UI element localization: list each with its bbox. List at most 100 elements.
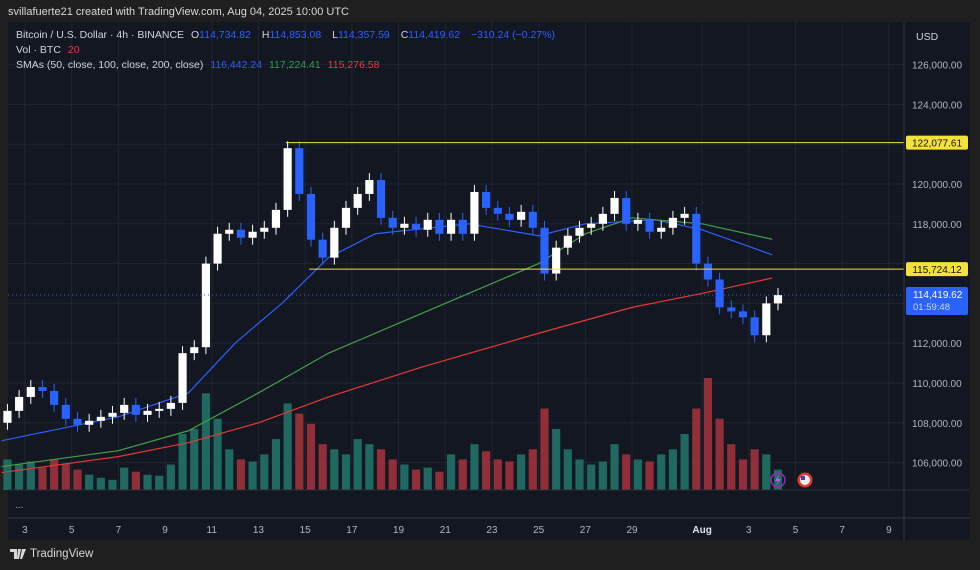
time-tick-label: Aug xyxy=(692,525,711,536)
countdown-label: 01:59:48 xyxy=(913,302,950,313)
volume-bar xyxy=(668,449,677,490)
candle-body xyxy=(120,404,129,413)
candle-body xyxy=(295,148,304,194)
candle-body xyxy=(330,227,339,258)
candle-body xyxy=(155,408,164,411)
time-tick-label: 11 xyxy=(207,525,218,536)
volume-bar xyxy=(400,464,409,490)
volume-bar xyxy=(306,423,316,490)
candle-body xyxy=(680,213,689,218)
price-tick-label: 118,000.00 xyxy=(912,220,962,231)
close-label: C xyxy=(400,29,409,41)
volume-bar xyxy=(213,418,222,490)
level-price-label: 115,724.12 xyxy=(912,265,962,276)
level-price-tag xyxy=(906,262,968,277)
time-tick-label: 7 xyxy=(116,525,122,536)
candle-body xyxy=(622,197,631,224)
candle-body xyxy=(423,219,432,230)
candle-body xyxy=(15,396,24,411)
volume-bar xyxy=(61,463,70,490)
candle-body xyxy=(3,410,12,423)
volume-bar xyxy=(50,459,59,490)
candle-body xyxy=(166,402,175,409)
time-tick-label: 29 xyxy=(626,525,638,536)
price-tick-label: 120,000.00 xyxy=(912,180,962,191)
candle-body xyxy=(773,295,783,304)
sma200-value: 115,276.58 xyxy=(327,59,380,71)
volume-bar xyxy=(470,444,479,490)
volume-bar xyxy=(610,444,619,490)
volume-bar xyxy=(271,439,281,490)
volume-bar xyxy=(131,471,140,490)
time-tick-label: 9 xyxy=(162,525,168,536)
time-tick-label: 21 xyxy=(440,525,452,536)
candle-body xyxy=(552,247,561,274)
more-button[interactable]: ... xyxy=(15,500,24,511)
candle-body xyxy=(190,347,199,354)
volume-bar xyxy=(738,459,748,490)
volume-bar xyxy=(727,444,736,490)
candle-body xyxy=(131,404,140,415)
candle-body xyxy=(470,191,479,234)
last-price-tag xyxy=(906,287,968,316)
lightning-event-icon[interactable] xyxy=(770,472,786,488)
volume-bar xyxy=(563,449,572,490)
volume-bar xyxy=(388,459,397,490)
volume-bar xyxy=(201,393,210,490)
candle-body xyxy=(750,317,759,336)
volume-bar xyxy=(108,479,117,490)
chart-credit: svillafuerte21 created with TradingView.… xyxy=(8,6,349,18)
symbol-title[interactable]: Bitcoin / U.S. Dollar · 4h · BINANCE xyxy=(16,29,185,41)
candle-body xyxy=(400,223,409,228)
volume-bar xyxy=(587,464,596,490)
candle-body xyxy=(411,223,421,230)
volume-bar xyxy=(120,467,129,490)
volume-bar xyxy=(692,408,701,490)
volume-bar xyxy=(633,459,642,490)
volume-bar xyxy=(447,454,456,490)
candle-body xyxy=(38,386,47,391)
candle-body xyxy=(447,219,456,234)
time-tick-label: 19 xyxy=(393,525,405,536)
candle-body xyxy=(306,193,316,240)
sma-line-sma200 xyxy=(1,277,773,474)
candle-body xyxy=(738,311,748,318)
candle-body xyxy=(248,231,257,238)
volume-bar xyxy=(680,434,689,490)
open-value: 114,734.82 xyxy=(199,29,251,41)
candle-body xyxy=(283,148,292,210)
tradingview-logo: TradingView xyxy=(10,548,93,560)
candle-body xyxy=(108,412,117,417)
candle-body xyxy=(61,404,70,419)
volume-bar xyxy=(365,444,374,490)
volume-bar xyxy=(178,434,187,490)
candle-body xyxy=(645,219,654,232)
sma-line-sma100 xyxy=(1,217,773,468)
close-value: 114,419.62 xyxy=(408,29,461,41)
volume-bar xyxy=(3,459,12,490)
time-tick-label: 3 xyxy=(746,525,752,536)
time-tick-label: 15 xyxy=(300,525,312,536)
price-tick-label: 124,000.00 xyxy=(912,100,962,111)
volume-bar xyxy=(552,428,561,490)
candle-body xyxy=(353,193,362,208)
sma-label[interactable]: SMAs (50, close, 100, close, 200, close) xyxy=(16,59,204,71)
candle-body xyxy=(318,239,327,258)
high-label: H xyxy=(261,29,270,41)
candle-body xyxy=(587,223,596,228)
lightning-glyph-icon xyxy=(775,474,781,486)
price-tick-label: 108,000.00 xyxy=(912,419,962,430)
volume-legend: Vol · BTC 20 xyxy=(16,44,84,56)
candle-body xyxy=(540,227,549,274)
candle-body xyxy=(517,211,526,220)
change-value: −310.24 (−0.27%) xyxy=(470,29,556,41)
time-tick-label: 3 xyxy=(22,525,28,536)
currency-label: USD xyxy=(916,31,939,43)
volume-label[interactable]: Vol · BTC xyxy=(16,44,61,56)
volume-bar xyxy=(85,474,94,490)
level-price-label: 122,077.61 xyxy=(912,139,962,150)
candle-body xyxy=(435,219,444,234)
time-tick-label: 9 xyxy=(886,525,892,536)
volume-bar xyxy=(96,477,105,490)
